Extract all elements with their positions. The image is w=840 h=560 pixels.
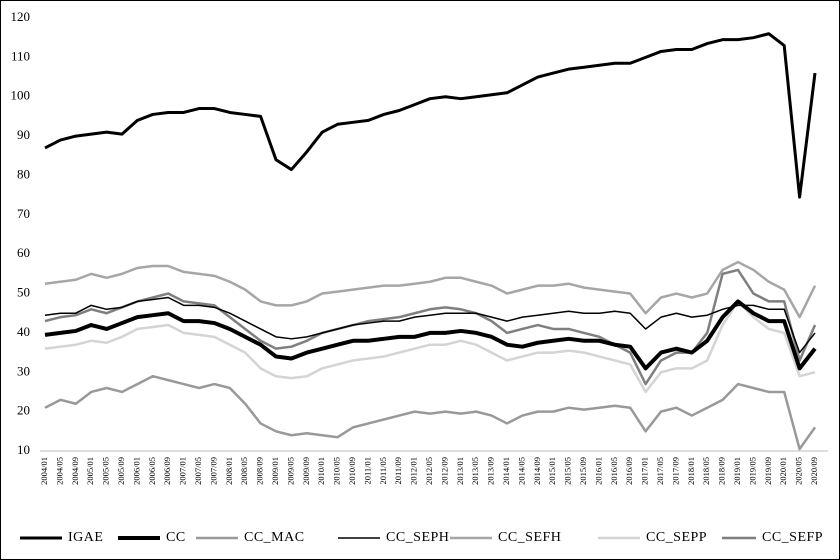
legend-label: CC_MAC <box>244 530 305 545</box>
x-tick-label: 2010/01 <box>316 457 326 485</box>
x-tick-label: 2005/05 <box>101 457 111 485</box>
legend-label: CC <box>166 530 186 545</box>
y-tick-label: 20 <box>17 403 30 418</box>
x-tick-label: 2020/09 <box>809 457 819 485</box>
x-tick-label: 2007/01 <box>178 457 188 485</box>
x-tick-label: 2018/01 <box>686 457 696 485</box>
x-tick-label: 2008/05 <box>239 457 249 485</box>
x-tick-label: 2011/05 <box>378 457 388 485</box>
x-tick-label: 2013/09 <box>486 457 496 485</box>
x-tick-label: 2015/09 <box>578 457 588 485</box>
x-tick-label: 2016/09 <box>624 457 634 485</box>
x-tick-label: 2013/01 <box>455 457 465 485</box>
y-tick-label: 120 <box>11 9 31 24</box>
x-tick-label: 2010/09 <box>347 457 357 485</box>
x-tick-label: 2009/09 <box>301 457 311 485</box>
x-tick-label: 2017/05 <box>655 457 665 485</box>
x-tick-label: 2015/01 <box>547 457 557 485</box>
x-tick-label: 2009/01 <box>270 457 280 485</box>
series-line <box>44 296 816 354</box>
legend-label: CC_SEPH <box>386 530 449 545</box>
x-tick-label: 2014/01 <box>501 457 511 485</box>
x-tick-label: 2012/01 <box>409 457 419 485</box>
y-tick-label: 90 <box>17 127 30 142</box>
x-tick-label: 2016/05 <box>609 457 619 485</box>
y-tick-label: 30 <box>17 363 30 378</box>
x-tick-label: 2005/01 <box>85 457 95 485</box>
x-tick-label: 2006/09 <box>162 457 172 485</box>
legend-label: CC_SEFH <box>498 530 561 545</box>
x-tick-label: 2017/09 <box>670 457 680 485</box>
legend-label: CC_SEFP <box>762 530 823 545</box>
y-tick-label: 110 <box>11 48 30 63</box>
series-line <box>44 300 816 394</box>
x-tick-label: 2004/05 <box>54 457 64 485</box>
series-line <box>44 32 817 199</box>
y-tick-label: 70 <box>17 206 30 221</box>
x-tick-label: 2019/01 <box>732 457 742 485</box>
y-tick-label: 50 <box>17 285 30 300</box>
legend-label: IGAE <box>68 530 103 545</box>
series-line <box>44 299 817 371</box>
x-tick-label: 2005/09 <box>116 457 126 485</box>
y-tick-label: 40 <box>17 324 30 339</box>
x-tick-label: 2004/09 <box>70 457 80 485</box>
x-tick-label: 2015/05 <box>563 457 573 485</box>
x-tick-label: 2020/05 <box>794 457 804 485</box>
y-tick-label: 80 <box>17 166 30 181</box>
y-tick-label: 10 <box>17 442 30 457</box>
x-tick-label: 2020/01 <box>778 457 788 485</box>
x-tick-label: 2013/05 <box>470 457 480 485</box>
series-line <box>44 260 817 319</box>
y-tick-label: 100 <box>11 88 31 103</box>
x-tick-label: 2012/09 <box>439 457 449 485</box>
x-tick-label: 2019/09 <box>763 457 773 485</box>
x-tick-label: 2019/05 <box>747 457 757 485</box>
x-tick-label: 2008/09 <box>255 457 265 485</box>
x-tick-label: 2010/05 <box>332 457 342 485</box>
x-tick-label: 2018/05 <box>701 457 711 485</box>
x-tick-label: 2007/09 <box>208 457 218 485</box>
x-tick-label: 2008/01 <box>224 457 234 485</box>
x-tick-label: 2014/09 <box>532 457 542 485</box>
x-tick-label: 2006/01 <box>131 457 141 485</box>
x-tick-label: 2018/09 <box>717 457 727 485</box>
x-tick-label: 2006/05 <box>147 457 157 485</box>
x-tick-label: 2007/05 <box>193 457 203 485</box>
x-tick-label: 2017/01 <box>640 457 650 485</box>
x-tick-label: 2009/05 <box>285 457 295 485</box>
x-tick-label: 2014/05 <box>516 457 526 485</box>
x-tick-label: 2011/01 <box>362 457 372 485</box>
x-tick-label: 2016/01 <box>593 457 603 485</box>
legend-label: CC_SEPP <box>646 530 707 545</box>
x-tick-label: 2004/01 <box>39 457 49 485</box>
y-tick-label: 60 <box>17 245 30 260</box>
x-tick-label: 2012/05 <box>424 457 434 485</box>
series-line <box>44 374 817 451</box>
x-tick-label: 2011/09 <box>393 457 403 485</box>
